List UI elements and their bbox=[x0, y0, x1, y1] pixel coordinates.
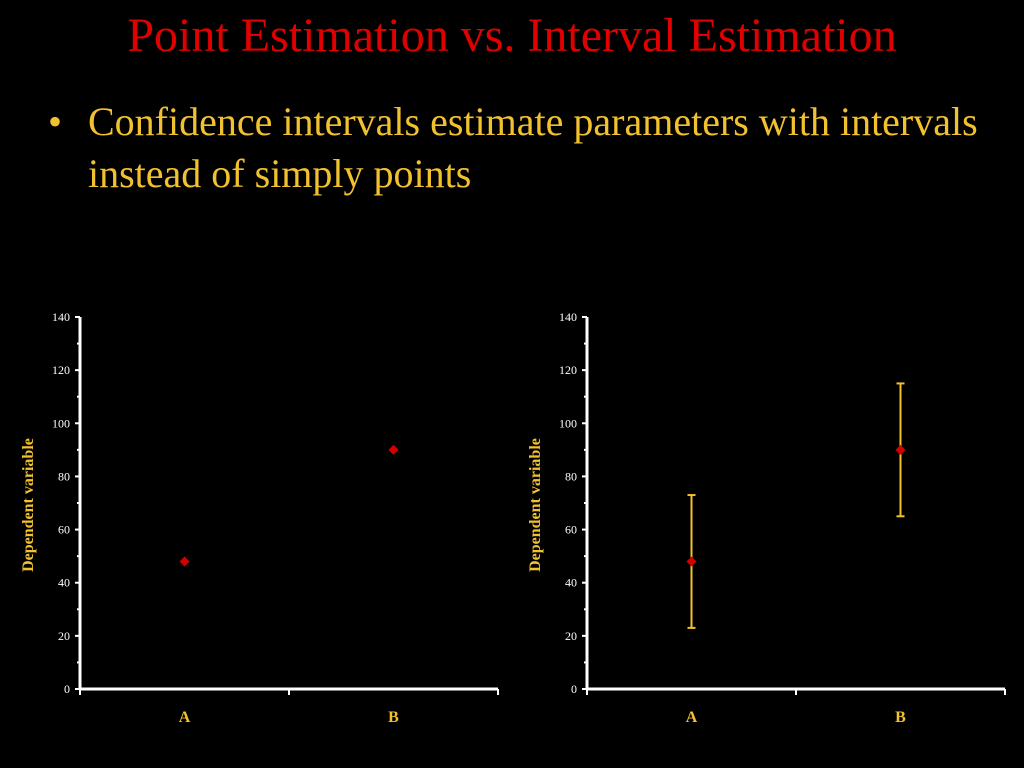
y-tick-label: 0 bbox=[64, 682, 70, 696]
y-axis-title: Dependent variable bbox=[527, 438, 544, 572]
data-point bbox=[179, 556, 190, 567]
y-tick-label: 60 bbox=[565, 523, 577, 537]
y-tick-label: 20 bbox=[565, 629, 577, 643]
y-tick-label: 80 bbox=[58, 469, 70, 483]
y-tick-label: 120 bbox=[52, 363, 70, 377]
data-point bbox=[686, 556, 697, 567]
point-estimate-chart-svg: 0 20 40 60 80 100 120 140 A B Dependent variable bbox=[20, 310, 499, 726]
data-point bbox=[388, 444, 399, 455]
interval-estimate-chart: 0 20 40 60 80 100 120 140 A B Dependent variable bbox=[507, 300, 1019, 740]
bullet-item: • Confidence intervals estimate paramete… bbox=[48, 96, 988, 200]
x-tick-label: B bbox=[388, 709, 399, 726]
y-tick-label: 40 bbox=[565, 576, 577, 590]
x-tick-label: A bbox=[686, 709, 698, 726]
bullet-text: Confidence intervals estimate parameters… bbox=[88, 99, 978, 196]
y-tick-label: 140 bbox=[559, 310, 577, 324]
interval-estimate-chart-svg: 0 20 40 60 80 100 120 140 A B Dependent variable bbox=[527, 310, 1006, 726]
y-tick-label: 20 bbox=[58, 629, 70, 643]
bullet-list: • Confidence intervals estimate paramete… bbox=[48, 96, 988, 200]
y-tick-label: 100 bbox=[52, 416, 70, 430]
y-tick-label: 100 bbox=[559, 416, 577, 430]
y-tick-label: 140 bbox=[52, 310, 70, 324]
y-tick-label: 0 bbox=[571, 682, 577, 696]
point-estimate-chart: 0 20 40 60 80 100 120 140 A B Dependent variable bbox=[0, 300, 512, 740]
y-tick-label: 120 bbox=[559, 363, 577, 377]
y-tick-label: 60 bbox=[58, 523, 70, 537]
x-tick-label: A bbox=[179, 709, 191, 726]
x-tick-label: B bbox=[895, 709, 906, 726]
y-tick-label: 40 bbox=[58, 576, 70, 590]
y-axis-title: Dependent variable bbox=[20, 438, 37, 572]
slide-title: Point Estimation vs. Interval Estimation bbox=[127, 9, 897, 62]
bullet-marker: • bbox=[48, 99, 63, 144]
data-point bbox=[895, 444, 906, 455]
y-tick-label: 80 bbox=[565, 469, 577, 483]
